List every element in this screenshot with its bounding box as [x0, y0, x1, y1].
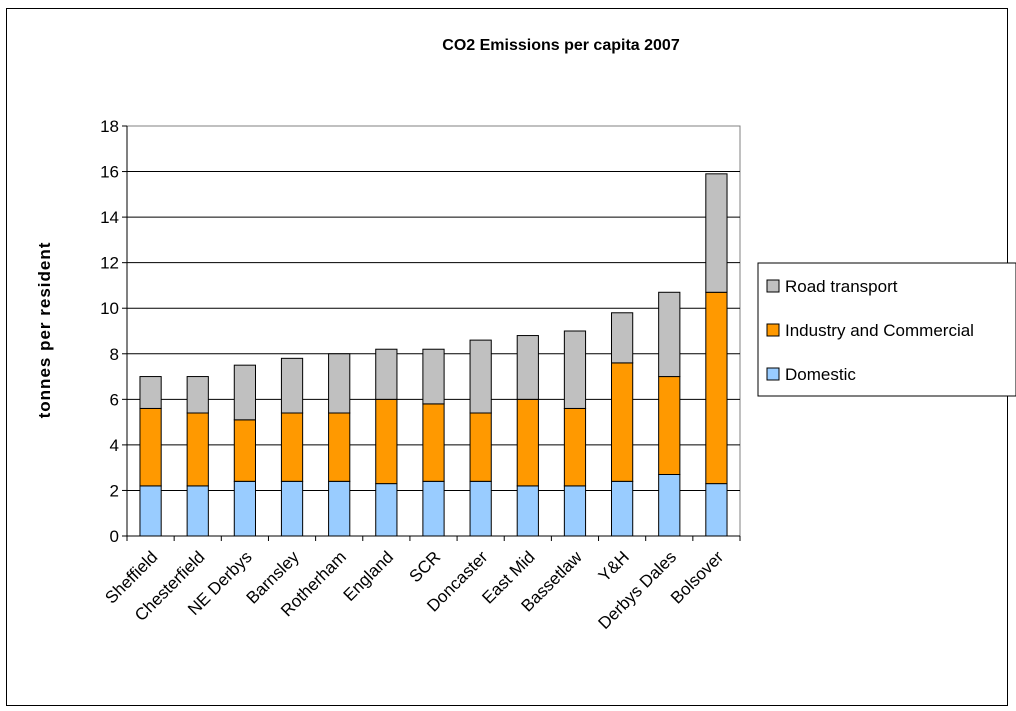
bar-segment-road-transport: [658, 291, 681, 378]
bar-segment-industry-and-commercial: [233, 419, 256, 482]
y-tick-label: 10: [100, 299, 119, 318]
legend-label: Industry and Commercial: [785, 321, 974, 340]
bar-segment-industry-and-commercial: [611, 362, 634, 482]
x-tick-label: England: [340, 547, 398, 605]
legend-swatch: [766, 367, 780, 381]
bar-segment-industry-and-commercial: [658, 376, 681, 475]
bar-segment-domestic: [375, 483, 398, 537]
chart-title: CO2 Emissions per capita 2007: [442, 37, 680, 54]
bar-segment-industry-and-commercial: [139, 407, 162, 487]
bar-segment-road-transport: [186, 376, 209, 414]
bar-segment-industry-and-commercial: [516, 398, 539, 487]
legend-swatch: [766, 279, 780, 293]
x-tick-label: Y&H: [595, 547, 633, 585]
bar-segment-domestic: [139, 485, 162, 537]
bar-segment-road-transport: [233, 364, 256, 421]
bar-segment-industry-and-commercial: [186, 412, 209, 487]
bar-segment-domestic: [611, 480, 634, 537]
bar-segment-domestic: [233, 480, 256, 537]
bar-segment-domestic: [658, 474, 681, 537]
y-tick-label: 12: [100, 254, 119, 273]
bar-segment-road-transport: [422, 348, 445, 405]
legend-label: Domestic: [785, 365, 856, 384]
bar-segment-road-transport: [705, 173, 728, 293]
bar-segment-road-transport: [563, 330, 587, 409]
bar-segment-road-transport: [139, 376, 162, 409]
bar-segment-industry-and-commercial: [422, 403, 445, 482]
legend-label: Road transport: [785, 277, 898, 296]
x-tick-label: SCR: [406, 547, 445, 586]
bar-segment-road-transport: [516, 335, 539, 400]
bar-segment-road-transport: [328, 353, 351, 414]
y-tick-label: 18: [100, 117, 119, 136]
bar-segment-industry-and-commercial: [563, 407, 587, 487]
bar-segment-industry-and-commercial: [280, 412, 304, 482]
x-tick-label: Bolsover: [667, 547, 727, 607]
bar-segment-industry-and-commercial: [375, 398, 398, 485]
legend-box: [757, 262, 1016, 397]
bar-segment-road-transport: [611, 312, 634, 364]
y-tick-label: 6: [110, 390, 119, 409]
bar-segment-road-transport: [469, 339, 492, 414]
y-tick-label: 2: [110, 481, 119, 500]
bar-segment-industry-and-commercial: [469, 412, 492, 482]
y-tick-label: 14: [100, 208, 119, 227]
legend-swatch: [766, 323, 780, 337]
bar-segment-road-transport: [375, 348, 398, 400]
bar-segment-industry-and-commercial: [328, 412, 351, 482]
bar-segment-road-transport: [280, 357, 304, 414]
bar-segment-domestic: [705, 483, 728, 537]
bar-segment-domestic: [469, 480, 492, 537]
bar-segment-domestic: [516, 485, 539, 537]
bar-segment-domestic: [328, 480, 351, 537]
y-tick-label: 8: [110, 345, 119, 364]
bar-segment-domestic: [186, 485, 209, 537]
bar-segment-industry-and-commercial: [705, 291, 728, 485]
bar-segment-domestic: [422, 480, 445, 537]
y-tick-label: 16: [100, 163, 119, 182]
y-tick-label: 4: [110, 436, 119, 455]
bar-segment-domestic: [563, 485, 587, 537]
y-axis-label: tonnes per resident: [35, 242, 54, 419]
legend: Road transport Industry and Commercial Dom…: [757, 262, 1016, 397]
y-tick-label: 0: [110, 527, 119, 546]
bar-segment-domestic: [280, 480, 304, 537]
